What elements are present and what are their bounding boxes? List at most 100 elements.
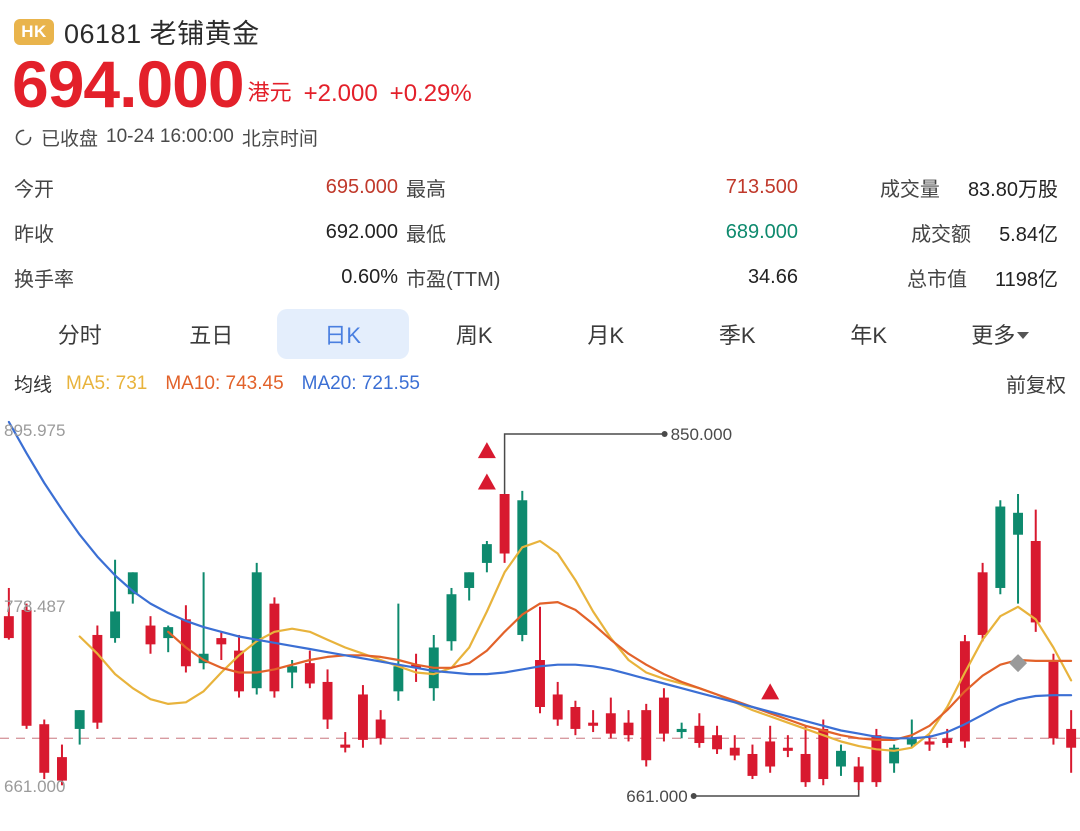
tab-quarterly-k[interactable]: 季K <box>672 309 804 359</box>
candle <box>1013 493 1023 604</box>
tab-label: 分时 <box>57 322 102 348</box>
market-status-text: 已收盘 <box>41 128 99 150</box>
candle <box>747 744 758 779</box>
tab-label: 季K <box>718 322 756 348</box>
stat-label: 换手率 <box>14 268 74 291</box>
candle <box>906 719 917 748</box>
y-axis-tick-label: 895.975 <box>4 421 65 440</box>
candle <box>712 725 723 754</box>
stat-label: 市盈(TTM) <box>406 268 501 291</box>
candle <box>800 725 811 787</box>
price-annotation: 661.000 <box>626 787 860 806</box>
candle <box>269 597 280 698</box>
triangle-up-marker <box>477 441 496 458</box>
candle <box>21 603 32 729</box>
tab-daily-k[interactable]: 日K <box>277 308 409 359</box>
tab-monthly-k[interactable]: 月K <box>540 309 672 359</box>
currency-label: 港元 <box>247 79 292 105</box>
stat-label: 成交额 <box>911 223 972 246</box>
tab-yearly-k[interactable]: 年K <box>803 309 935 359</box>
tab-five-day[interactable]: 五日 <box>146 309 278 359</box>
candle <box>110 559 121 643</box>
candle <box>995 499 1006 594</box>
candle <box>216 631 227 660</box>
stats-row: 换手率 0.60% 市盈(TTM) 34.66 总市值 1198亿 <box>14 255 1066 300</box>
tab-label: 年K <box>850 322 888 348</box>
candle <box>198 571 209 670</box>
tab-minute[interactable]: 分时 <box>14 309 146 359</box>
tab-weekly-k[interactable]: 周K <box>409 309 541 359</box>
ma-line-ma20 <box>7 420 1073 740</box>
stat-turnover-amount: 成交额 5.84亿 <box>806 218 1060 247</box>
stat-label: 最高 <box>406 178 446 201</box>
candle <box>765 725 776 773</box>
candlestick-chart[interactable]: 895.975 778.487 661.000 850.000 661.000 <box>0 408 1080 808</box>
tab-more[interactable]: 更多 <box>935 309 1067 359</box>
price-block: 694.000 港元 +2.000 +0.29% <box>0 47 1080 121</box>
y-axis-tick-label: 661.000 <box>4 777 65 796</box>
candle <box>1048 653 1059 745</box>
symbol-header: HK 06181 老铺黄金 <box>0 0 1080 51</box>
stat-value: 1198亿 <box>994 268 1058 291</box>
triangle-up-marker <box>761 683 780 700</box>
stat-value: 34.66 <box>747 265 798 288</box>
ma20-legend[interactable]: MA20: 721.55 <box>301 372 420 394</box>
candle <box>375 709 386 745</box>
stat-value: 5.84亿 <box>999 223 1058 246</box>
tab-label: 日K <box>324 322 362 348</box>
candle <box>481 540 492 572</box>
stat-value: 0.60% <box>341 265 398 288</box>
stat-pe-ttm: 市盈(TTM) 34.66 <box>406 263 806 292</box>
candle <box>853 756 864 790</box>
diamond-marker <box>1009 653 1028 672</box>
chevron-down-icon <box>1017 331 1030 339</box>
stat-value: 689.000 <box>725 220 798 243</box>
ma-line-ma10 <box>167 600 1073 741</box>
price-annotation: 850.000 <box>503 425 732 494</box>
stat-volume: 成交量 83.80万股 <box>806 173 1060 202</box>
refresh-icon[interactable] <box>14 128 33 147</box>
candle <box>92 625 103 729</box>
candle <box>623 709 634 742</box>
candle <box>163 625 174 652</box>
candle <box>357 684 368 748</box>
stats-table: 今开 695.000 最高 713.500 成交量 83.80万股 昨收 692… <box>0 165 1080 300</box>
stat-value: 713.500 <box>725 175 798 198</box>
stat-label: 最低 <box>406 223 446 246</box>
stats-row: 昨收 692.000 最低 689.000 成交额 5.84亿 <box>14 210 1066 255</box>
candle <box>729 734 740 760</box>
candle <box>836 744 846 776</box>
candle <box>145 615 156 654</box>
stat-label: 成交量 <box>879 178 940 201</box>
candle <box>1030 509 1041 632</box>
candle <box>871 728 882 787</box>
quote-timezone: 北京时间 <box>241 128 318 150</box>
market-status-row: 已收盘 10-24 16:00:00 北京时间 <box>0 116 1080 151</box>
last-price: 694.000 <box>12 47 245 121</box>
adjust-mode-label[interactable]: 前复权 <box>1006 375 1066 398</box>
tab-label: 周K <box>455 322 493 348</box>
candle <box>39 719 50 779</box>
stat-low: 最低 689.000 <box>406 218 806 247</box>
ma10-legend[interactable]: MA10: 743.45 <box>165 372 284 394</box>
candle <box>605 697 616 739</box>
candle <box>889 744 900 773</box>
candle <box>588 709 599 732</box>
candle <box>694 712 705 748</box>
y-axis-tick-label: 778.487 <box>4 597 65 616</box>
candle <box>641 703 652 767</box>
price-change-percent: +0.29% <box>389 79 472 107</box>
stat-label: 昨收 <box>14 223 54 246</box>
stat-turnover-rate: 换手率 0.60% <box>14 263 406 292</box>
symbol-name: 06181 老铺黄金 <box>64 19 260 49</box>
candle <box>234 634 244 698</box>
candle <box>517 490 528 641</box>
candle <box>658 687 669 742</box>
candle <box>676 722 687 739</box>
candlestick-svg[interactable]: 895.975 778.487 661.000 850.000 661.000 <box>0 408 1080 808</box>
stats-row: 今开 695.000 最高 713.500 成交量 83.80万股 <box>14 165 1066 210</box>
candle <box>570 700 581 735</box>
ma5-legend[interactable]: MA5: 731 <box>66 372 148 394</box>
tab-label: 更多 <box>971 322 1016 348</box>
